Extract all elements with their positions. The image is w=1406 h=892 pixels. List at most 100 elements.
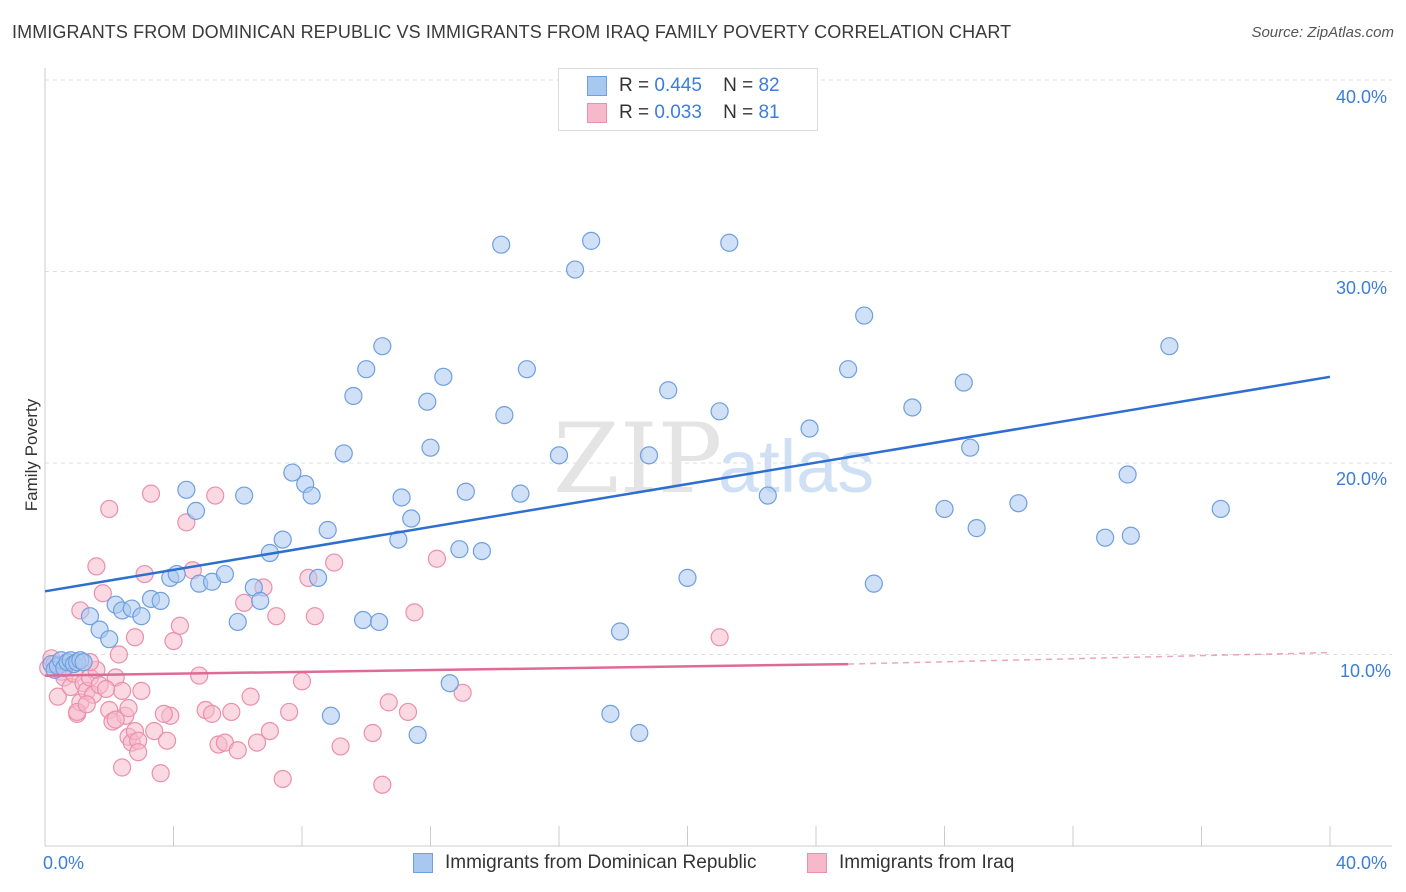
dominican-point: [186, 501, 206, 520]
iraq-point: [77, 695, 96, 714]
dominican-point: [251, 591, 270, 610]
dominican-point: [80, 607, 100, 626]
dominican-point: [517, 360, 536, 379]
dominican-point: [353, 610, 373, 630]
legend-swatch-pink: [807, 853, 827, 873]
iraq-point: [280, 702, 299, 722]
dominican-point: [472, 541, 491, 561]
iraq-point: [222, 702, 241, 722]
iraq-point: [93, 584, 112, 603]
iraq-point: [235, 593, 254, 612]
iraq-point: [154, 704, 173, 723]
legend-swatch-blue: [587, 76, 607, 96]
dominican-point: [370, 612, 389, 632]
dominican-point: [74, 653, 93, 672]
iraq-point: [260, 721, 279, 741]
dominican-points: [42, 231, 1230, 745]
dominican-point: [456, 482, 475, 501]
dominican-point: [1118, 465, 1137, 484]
legend-label: Immigrants from Dominican Republic: [445, 852, 757, 873]
source-credit: Source: ZipAtlas.com: [1251, 24, 1394, 41]
iraq-point: [129, 743, 148, 762]
iraq-point: [453, 683, 472, 702]
iraq-point: [202, 704, 222, 723]
n-label: N =: [723, 102, 754, 123]
iraq-point: [379, 693, 398, 712]
x-tick-label: 40.0%: [1336, 853, 1388, 873]
dominican-point: [228, 612, 247, 632]
iraq-point: [241, 687, 260, 706]
iraq-point: [151, 764, 170, 783]
dominican-point: [495, 406, 514, 425]
r-value: 0.033: [654, 102, 702, 123]
chart-title: IMMIGRANTS FROM DOMINICAN REPUBLIC VS IM…: [12, 22, 1012, 42]
iraq-point: [145, 721, 164, 741]
r-label: R =: [619, 75, 650, 96]
legend-swatch-pink: [587, 103, 607, 123]
dominican-point: [177, 480, 196, 499]
iraq-point: [325, 553, 344, 572]
n-value: 82: [758, 75, 780, 96]
iraq-point: [157, 731, 177, 750]
n-label: N =: [723, 75, 754, 96]
iraq-point: [170, 616, 190, 635]
dominican-point: [308, 568, 328, 588]
y-tick-label: 10.0%: [1340, 661, 1392, 681]
dominican-point: [678, 568, 697, 588]
dominican-point: [549, 446, 569, 465]
dominican-point: [373, 337, 392, 356]
dominican-point: [440, 674, 459, 693]
dominican-point: [283, 463, 302, 482]
y-tick-label: 30.0%: [1336, 278, 1388, 298]
r-value: 0.445: [654, 75, 702, 96]
iraq-point: [119, 699, 138, 718]
iraq-point: [292, 672, 312, 691]
dominican-point: [492, 235, 511, 254]
dominican-point: [334, 444, 353, 463]
dominican-point: [511, 484, 530, 503]
iraq-point: [273, 769, 292, 789]
dominican-point: [235, 486, 254, 505]
dominican-point: [864, 574, 883, 593]
iraq-point: [305, 607, 324, 626]
iraq-points: [39, 484, 729, 794]
dominican-point: [273, 530, 292, 549]
iraq-point: [125, 628, 145, 647]
dominican-point: [392, 488, 411, 507]
iraq-point: [405, 603, 424, 622]
dominican-point: [402, 509, 421, 528]
dominican-point: [630, 723, 649, 743]
dominican-point: [610, 622, 630, 641]
dominican-point: [961, 438, 980, 457]
dominican-point: [434, 367, 453, 386]
dominican-point: [800, 419, 819, 438]
grid-lines: [45, 79, 1392, 655]
dominican-point: [903, 398, 922, 417]
iraq-point: [398, 702, 418, 722]
dominican-point: [659, 381, 678, 400]
dominican-point: [1121, 526, 1140, 545]
watermark-zip: ZIP: [553, 403, 722, 515]
y-tick-label: 40.0%: [1336, 87, 1388, 107]
iraq-point: [132, 681, 151, 700]
iraq-trend-line: [44, 662, 849, 677]
dominican-point: [357, 360, 376, 379]
dominican-point: [935, 499, 954, 519]
dominican-point: [967, 519, 986, 538]
legend-label: Immigrants from Iraq: [839, 852, 1015, 873]
dominican-point: [321, 706, 341, 725]
iraq-point: [141, 484, 161, 503]
dominican-point: [839, 360, 858, 379]
dominican-point: [408, 725, 427, 745]
iraq-point: [363, 723, 382, 743]
iraq-point: [48, 687, 67, 706]
dominican-point: [1009, 494, 1028, 513]
dominican-point: [954, 373, 973, 392]
dominican-point: [565, 260, 585, 279]
iraq-point: [100, 499, 119, 519]
iraq-point: [96, 679, 116, 699]
iraq-point: [427, 549, 447, 568]
iraq-trend-extension: [848, 651, 1331, 665]
r-label: R =: [619, 102, 650, 123]
trend-lines: [44, 375, 1331, 677]
